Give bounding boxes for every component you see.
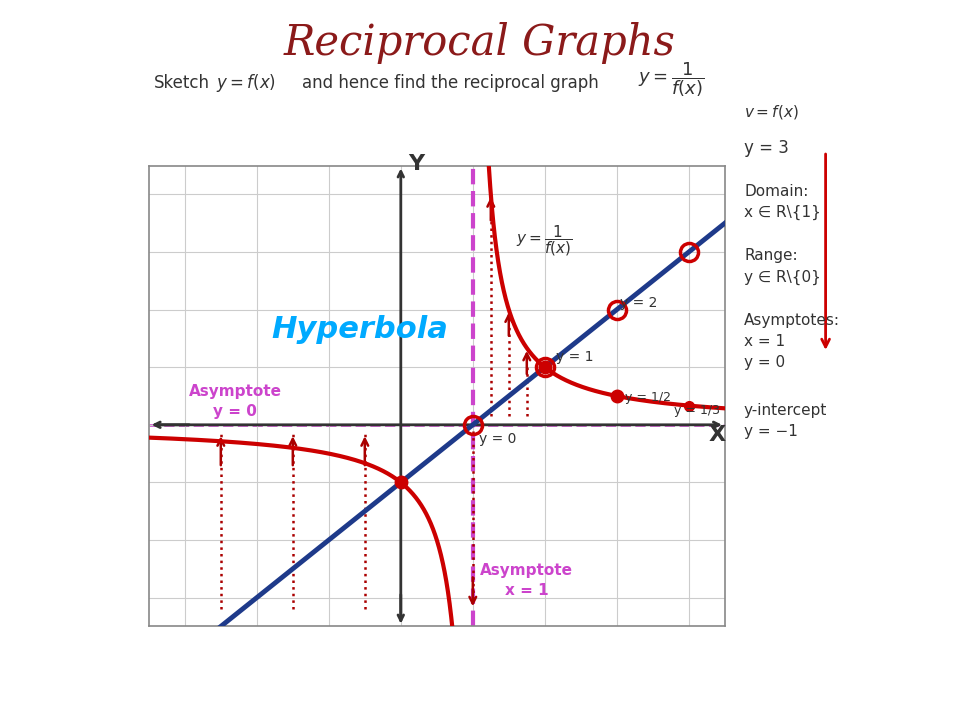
Text: Asymptote: Asymptote (189, 384, 281, 399)
Text: $y = \dfrac{1}{f(x)}$: $y = \dfrac{1}{f(x)}$ (516, 223, 572, 258)
Text: y = 0: y = 0 (478, 432, 516, 446)
Text: $y = \dfrac{1}{f(x)}$: $y = \dfrac{1}{f(x)}$ (638, 60, 705, 99)
Text: Range:
y ∈ R\{0}: Range: y ∈ R\{0} (744, 248, 821, 284)
Text: and hence find the reciprocal graph: and hence find the reciprocal graph (302, 73, 599, 91)
Text: Sketch: Sketch (154, 73, 209, 91)
Text: y-intercept
y = −1: y-intercept y = −1 (744, 403, 828, 439)
Text: y = 1/3: y = 1/3 (674, 405, 720, 418)
Text: Reciprocal Graphs: Reciprocal Graphs (284, 22, 676, 63)
Text: $v = f(x)$: $v = f(x)$ (744, 102, 799, 120)
Text: Asymptote: Asymptote (480, 562, 573, 577)
Text: $y = f(x)$: $y = f(x)$ (216, 72, 276, 94)
Text: Y: Y (409, 154, 424, 174)
Text: y = 3: y = 3 (744, 138, 789, 157)
Text: y = 0: y = 0 (213, 404, 257, 419)
Text: y = 1/2: y = 1/2 (626, 391, 671, 404)
Text: x = 1: x = 1 (505, 582, 548, 598)
Text: y = 2: y = 2 (620, 296, 658, 310)
Text: Asymptotes:
x = 1
y = 0: Asymptotes: x = 1 y = 0 (744, 313, 840, 370)
Text: Domain:
x ∈ R\{1}: Domain: x ∈ R\{1} (744, 184, 821, 220)
Text: Hyperbola: Hyperbola (272, 315, 448, 344)
Text: X: X (709, 425, 726, 445)
Text: y = 1: y = 1 (556, 351, 593, 364)
